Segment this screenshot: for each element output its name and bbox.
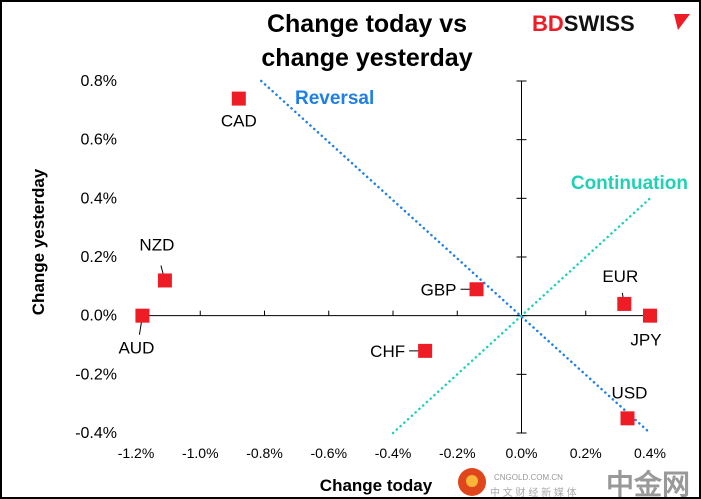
- x-tick-label: -1.2%: [118, 445, 155, 461]
- chf-point: [418, 343, 433, 358]
- reversal-line: [260, 79, 652, 435]
- watermark-sub: CNGOLD.COM.CN: [494, 473, 563, 482]
- x-tick-label: 0.2%: [570, 445, 602, 461]
- y-tick-label: 0.8%: [81, 73, 117, 90]
- y-tick-label: 0.0%: [81, 308, 117, 325]
- chart-title-line-2: change yesterday: [261, 44, 472, 72]
- y-tick-label: 0.6%: [81, 132, 117, 149]
- y-tick-label: -0.4%: [75, 425, 117, 442]
- cad-point: [231, 91, 246, 106]
- nzd-point-label: NZD: [139, 235, 174, 254]
- continuation-label: Continuation: [571, 173, 688, 194]
- svg-text:BDSWISS: BDSWISS: [532, 11, 635, 36]
- logo-swiss: SWISS: [564, 11, 635, 36]
- jpy-point: [643, 308, 657, 323]
- usd-point: [620, 411, 635, 426]
- logo-bd: BD: [532, 11, 564, 36]
- continuation-line: [391, 197, 652, 435]
- chf-point-label: CHF: [370, 342, 405, 361]
- y-tick-label: -0.2%: [75, 366, 117, 383]
- eur-point-label: EUR: [602, 267, 638, 286]
- x-axis-label: Change today: [320, 476, 433, 495]
- cad-point-label: CAD: [221, 112, 257, 131]
- eur-point: [617, 296, 632, 311]
- watermark: CNGOLD.COM.CN 中 文 财 经 新 媒 体 中金网: [458, 468, 690, 499]
- jpy-point-label: JPY: [630, 331, 661, 350]
- chart-title-line-1: Change today vs: [267, 10, 467, 38]
- y-tick-label: 0.2%: [81, 249, 117, 266]
- y-tick-label: 0.4%: [81, 190, 117, 207]
- watermark-tagline: 中 文 财 经 新 媒 体: [490, 486, 577, 499]
- x-tick-label: -0.2%: [439, 445, 476, 461]
- x-tick-label: 0.4%: [634, 445, 666, 461]
- gbp-point-label: GBP: [421, 280, 457, 299]
- x-tick-label: -0.4%: [375, 445, 412, 461]
- aud-point-label: AUD: [118, 339, 154, 358]
- x-tick-label: -1.0%: [182, 445, 219, 461]
- reversal-label: Reversal: [295, 88, 374, 109]
- aud-point: [135, 308, 150, 323]
- nzd-point: [157, 273, 172, 288]
- x-tick-label: -0.8%: [246, 445, 283, 461]
- gbp-point: [469, 282, 484, 297]
- bdswiss-logo: BDSWISS: [532, 11, 690, 36]
- y-axis-label: Change yesterday: [29, 168, 48, 315]
- x-tick-label: 0.0%: [506, 445, 538, 461]
- swiss-cross-flag-icon: [674, 14, 690, 30]
- watermark-main: 中金网: [606, 468, 690, 499]
- usd-point-label: USD: [612, 383, 648, 402]
- x-tick-label: -0.6%: [310, 445, 347, 461]
